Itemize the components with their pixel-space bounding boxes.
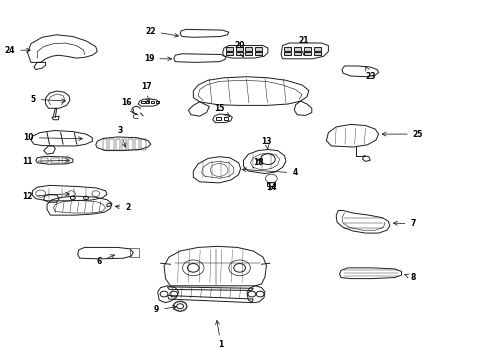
Bar [103,139,107,149]
Text: 12: 12 [22,192,69,201]
Bar [41,158,48,163]
Text: 18: 18 [252,158,263,167]
Bar [146,101,149,103]
Text: 1: 1 [215,320,224,350]
Text: 24: 24 [5,46,30,55]
Bar [156,101,159,103]
Text: 2: 2 [115,203,130,212]
Bar [245,47,252,50]
Bar [223,117,228,120]
Bar [294,47,301,50]
Bar [255,51,262,55]
Bar [128,139,133,149]
Text: 17: 17 [141,82,151,103]
Bar [235,47,242,50]
Text: 6: 6 [96,255,114,266]
Bar [130,248,139,257]
Bar [255,47,262,50]
Bar [51,158,59,163]
Bar [135,139,139,149]
Bar [151,101,154,103]
Bar [284,51,291,55]
Bar [294,51,301,55]
Text: 8: 8 [404,273,415,282]
Text: 15: 15 [214,104,229,116]
Text: 22: 22 [145,27,178,37]
Bar [267,182,275,186]
Text: 5: 5 [31,95,65,104]
Text: 14: 14 [265,183,276,192]
Text: 3: 3 [117,126,126,147]
Text: 10: 10 [23,133,82,142]
Bar [141,101,144,103]
Bar [141,139,145,149]
Bar [122,139,126,149]
Text: 20: 20 [234,41,244,57]
Bar [109,139,114,149]
Text: 21: 21 [298,36,308,55]
Text: 7: 7 [393,219,415,228]
Bar [313,47,320,50]
Bar [284,47,291,50]
Text: 23: 23 [365,67,375,81]
Bar [62,158,69,163]
Bar [225,47,232,50]
Text: 4: 4 [242,168,297,177]
Text: 19: 19 [143,54,171,63]
Bar [245,51,252,55]
Bar [304,47,310,50]
Bar [235,51,242,55]
Text: 13: 13 [261,137,271,149]
Bar [225,51,232,55]
Bar [304,51,310,55]
Bar [116,139,120,149]
Text: 9: 9 [154,305,176,314]
Text: 25: 25 [382,130,422,139]
Bar [313,51,320,55]
Bar [216,117,221,120]
Text: 16: 16 [121,98,134,113]
Text: 11: 11 [22,157,69,166]
